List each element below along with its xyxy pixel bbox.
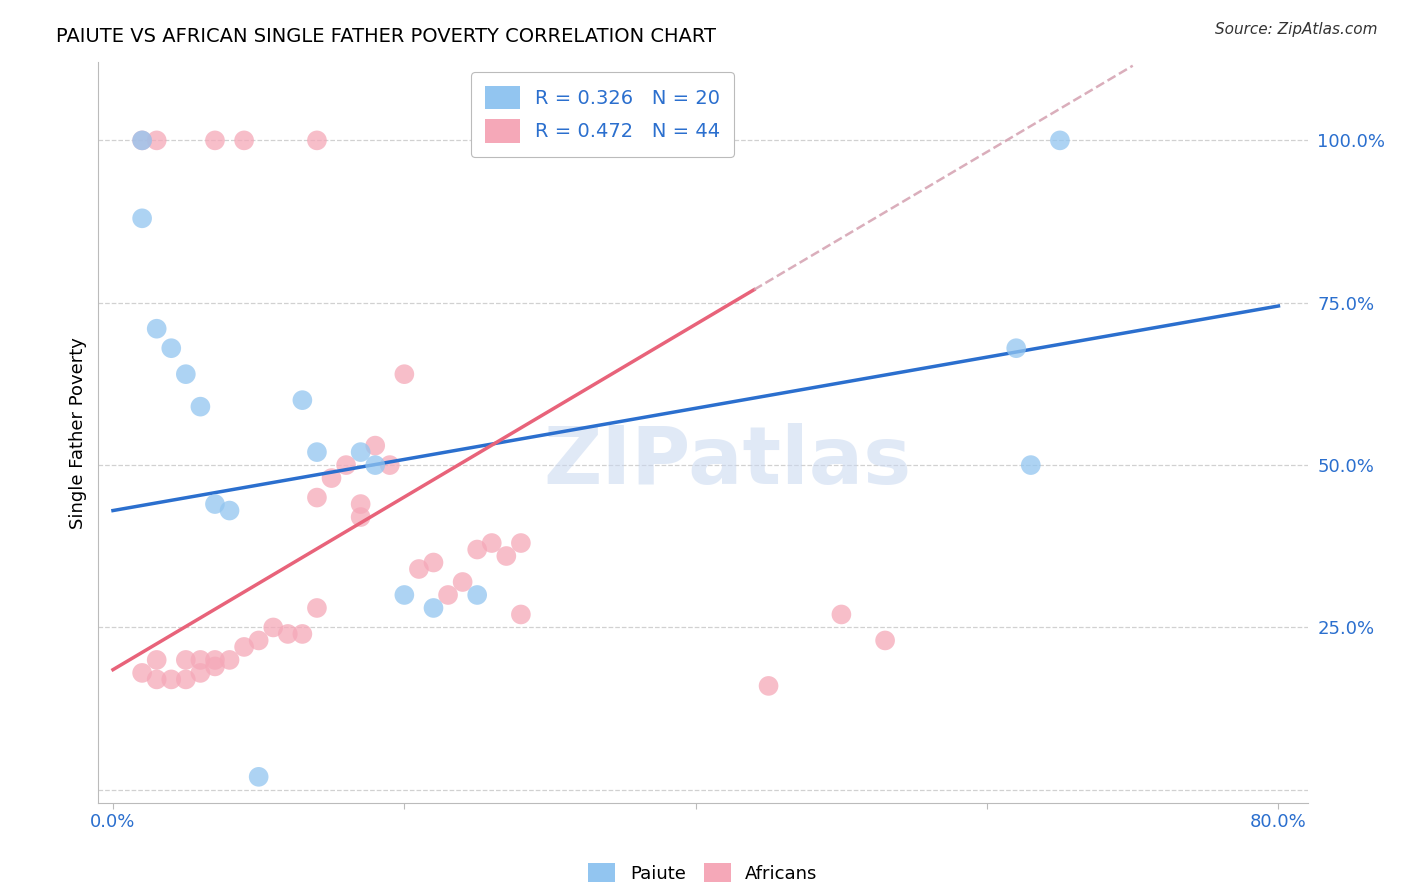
Point [422,601,444,615]
Point [277,627,299,641]
Point [350,497,373,511]
Point [204,659,226,673]
Point [364,439,387,453]
Point [247,770,270,784]
Point [174,673,197,687]
Point [160,341,183,355]
Text: PAIUTE VS AFRICAN SINGLE FATHER POVERTY CORRELATION CHART: PAIUTE VS AFRICAN SINGLE FATHER POVERTY … [56,27,716,45]
Point [204,133,226,147]
Point [350,445,373,459]
Point [685,133,707,147]
Point [509,536,531,550]
Point [305,445,328,459]
Point [190,653,212,667]
Point [451,574,474,589]
Point [305,601,328,615]
Y-axis label: Single Father Poverty: Single Father Poverty [69,336,87,529]
Point [291,627,314,641]
Point [145,133,167,147]
Point [495,549,517,563]
Point [233,640,256,654]
Text: ZIPatlas: ZIPatlas [543,423,911,501]
Point [1049,133,1071,147]
Point [145,653,167,667]
Point [204,653,226,667]
Point [218,653,240,667]
Legend: Paiute, Africans: Paiute, Africans [581,856,825,890]
Point [378,458,401,472]
Point [218,503,240,517]
Point [394,588,416,602]
Point [465,542,488,557]
Point [190,400,212,414]
Text: Source: ZipAtlas.com: Source: ZipAtlas.com [1215,22,1378,37]
Point [204,497,226,511]
Point [1019,458,1042,472]
Point [131,211,153,226]
Point [174,367,197,381]
Point [160,673,183,687]
Point [495,133,517,147]
Point [321,471,343,485]
Point [481,536,503,550]
Point [685,133,707,147]
Point [408,562,430,576]
Point [174,653,197,667]
Point [364,458,387,472]
Point [131,665,153,680]
Point [509,607,531,622]
Point [830,607,852,622]
Point [335,458,357,472]
Point [190,665,212,680]
Point [131,133,153,147]
Point [437,588,460,602]
Point [305,133,328,147]
Point [350,510,373,524]
Point [233,133,256,147]
Point [875,633,897,648]
Point [422,556,444,570]
Point [465,588,488,602]
Point [145,673,167,687]
Point [394,367,416,381]
Point [291,393,314,408]
Point [1005,341,1028,355]
Point [262,620,284,634]
Point [131,133,153,147]
Point [145,322,167,336]
Point [305,491,328,505]
Point [247,633,270,648]
Point [758,679,780,693]
